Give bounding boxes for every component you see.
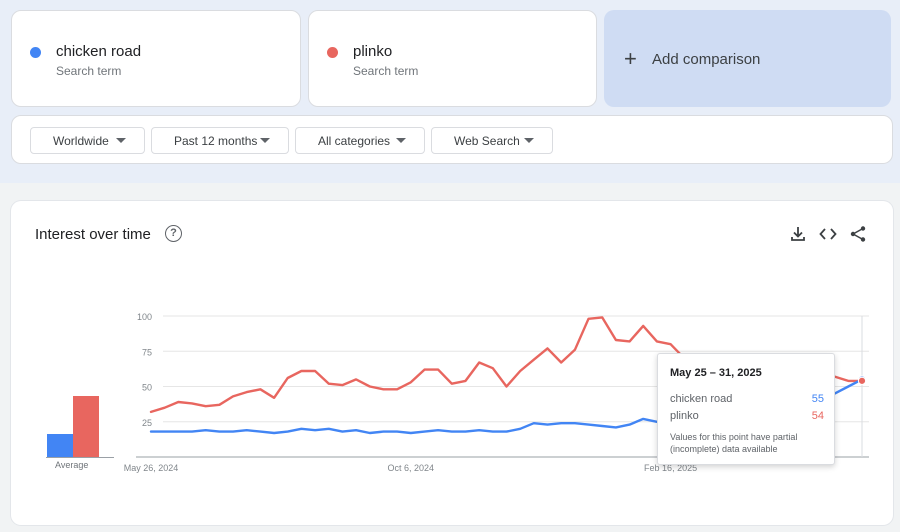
y-tick-label: 50 [142, 383, 152, 393]
y-tick-label: 25 [142, 418, 152, 428]
term-card-plinko[interactable]: plinko Search term [308, 10, 597, 107]
category-dropdown[interactable]: All categories [295, 127, 425, 154]
tooltip-series-value: 54 [811, 410, 824, 422]
y-tick-label: 100 [137, 312, 152, 322]
x-tick-label: Feb 16, 2025 [644, 463, 697, 473]
panel-title: Interest over time [35, 226, 151, 243]
add-comparison-button[interactable]: + Add comparison [604, 10, 891, 107]
category-dropdown-label: All categories [318, 134, 391, 148]
location-dropdown-label: Worldwide [53, 134, 109, 148]
download-icon[interactable] [789, 225, 807, 243]
term-subtitle: Search term [353, 64, 419, 78]
location-dropdown[interactable]: Worldwide [30, 127, 145, 154]
time-range-dropdown-label: Past 12 months [174, 134, 258, 148]
tooltip-row-chicken-road: chicken road 55 [670, 393, 824, 405]
caret-down-icon [260, 138, 270, 143]
term-subtitle: Search term [56, 64, 122, 78]
term-card-chicken-road[interactable]: chicken road Search term [11, 10, 301, 107]
average-bar-chicken-road [47, 433, 73, 458]
caret-down-icon [524, 138, 534, 143]
hover-point-marker [857, 376, 867, 385]
caret-down-icon [396, 138, 406, 143]
tooltip-partial-data-note: Values for this point have partial (inco… [670, 432, 798, 454]
interest-over-time-card: Interest over time ? Average 25 50 75 100 Ma… [11, 201, 893, 525]
tooltip-date: May 25 – 31, 2025 [670, 367, 762, 379]
tooltip-series-name: chicken road [670, 393, 733, 405]
chart-tooltip: May 25 – 31, 2025 chicken road 55 plinko… [657, 353, 835, 465]
y-tick-label: 75 [142, 347, 152, 357]
x-tick-label: Oct 6, 2024 [388, 463, 435, 473]
interest-line-chart[interactable]: 25 50 75 100 May 26, 2024 Oct 6, 2024 Feb 16, … [11, 201, 893, 525]
search-type-dropdown-label: Web Search [454, 134, 520, 148]
x-tick-label: May 26, 2024 [124, 463, 179, 473]
average-axis-line [46, 457, 114, 458]
series-color-dot [327, 47, 338, 58]
tooltip-series-name: plinko [670, 410, 699, 422]
tooltip-row-plinko: plinko 54 [670, 410, 824, 422]
filter-bar: Worldwide Past 12 months All categories … [11, 115, 893, 164]
add-comparison-label: Add comparison [652, 51, 761, 68]
average-bar-plinko [73, 396, 99, 458]
term-name[interactable]: plinko [353, 43, 393, 60]
search-type-dropdown[interactable]: Web Search [431, 127, 553, 154]
tooltip-series-value: 55 [811, 393, 824, 405]
embed-code-icon[interactable] [819, 225, 837, 243]
average-label: Average [55, 460, 89, 470]
plus-icon: + [624, 46, 637, 71]
term-name[interactable]: chicken road [56, 43, 142, 60]
share-icon[interactable] [849, 225, 867, 243]
question-circle-icon[interactable]: ? [165, 225, 182, 242]
caret-down-icon [116, 138, 126, 143]
series-color-dot [30, 47, 41, 58]
time-range-dropdown[interactable]: Past 12 months [151, 127, 289, 154]
